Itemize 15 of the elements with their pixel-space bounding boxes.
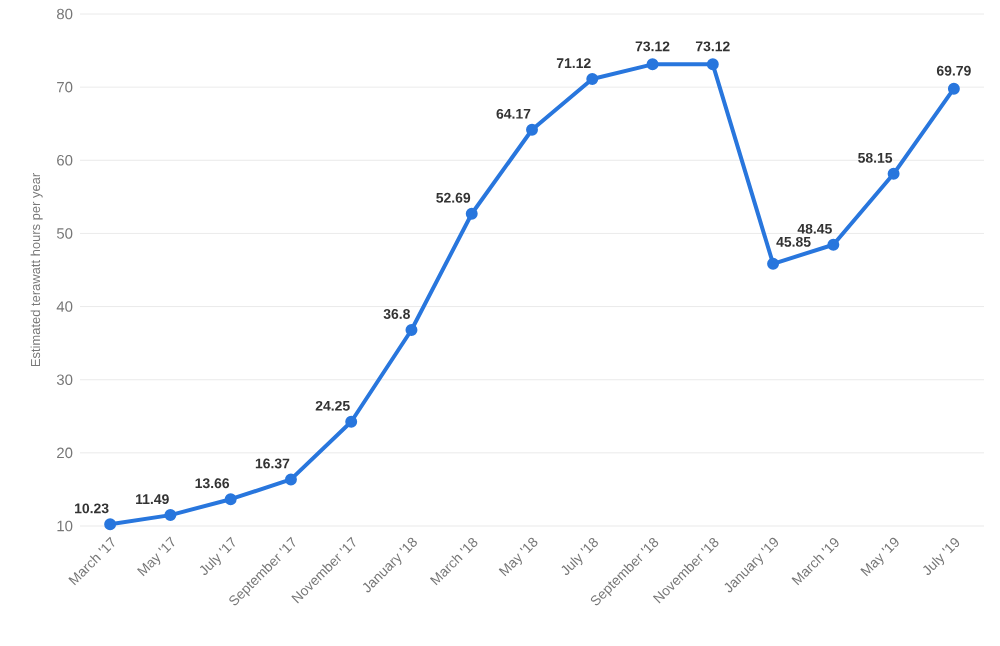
point xyxy=(465,207,478,220)
point xyxy=(284,473,297,486)
point xyxy=(887,167,900,180)
point xyxy=(345,415,358,428)
point xyxy=(646,58,659,71)
point xyxy=(104,518,117,531)
point xyxy=(224,493,237,506)
point xyxy=(586,72,599,85)
point xyxy=(526,123,538,136)
point xyxy=(827,238,840,251)
point xyxy=(706,58,719,71)
point xyxy=(405,323,418,336)
point xyxy=(767,257,780,270)
point xyxy=(947,82,960,95)
point xyxy=(164,509,177,522)
